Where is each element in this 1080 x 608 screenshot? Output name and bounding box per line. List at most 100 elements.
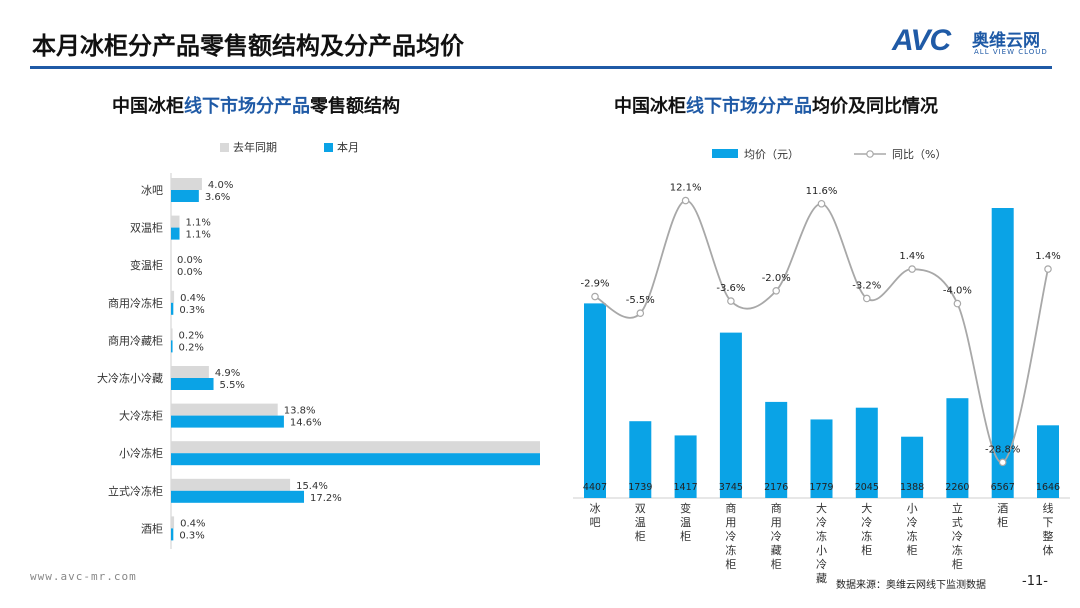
bar-value-label: 4407 [583,482,607,493]
yoy-point [636,309,645,318]
category-label: 线下整体 [1043,501,1054,557]
value-label-this-month: 0.2% [179,342,204,353]
category-label: 大冷冻柜 [861,501,872,557]
bar-value-label: 2260 [945,482,969,493]
yoy-point [727,297,735,305]
bar-avg-price [810,419,833,498]
yoy-value-label: 11.6% [806,186,838,197]
value-label-last-year: 13.8% [284,406,316,417]
bar-value-label: 3745 [719,482,743,493]
bar-this-month [171,190,199,202]
bar-last-year [171,403,278,416]
category-label: 商用冷冻柜 [725,501,736,571]
bar-value-label: 6567 [991,482,1015,493]
left-title-part1: 中国冰柜 [112,96,184,117]
bar-this-month [171,378,214,390]
bar-value-label: 1646 [1036,482,1060,493]
yoy-value-label: -28.8% [985,444,1020,455]
category-label: 小冷冻柜 [907,502,918,557]
category-label: 双温柜 [130,222,163,235]
bar-value-label: 1388 [900,482,924,493]
bar-this-month [171,490,305,503]
page-title: 本月冰柜分产品零售额结构及分产品均价 [32,32,464,60]
value-label-last-year: 0.4% [180,518,205,529]
left-title-part2: 线下市场分产品 [184,96,310,117]
page-number: -11- [1022,574,1048,589]
bar-avg-price [1037,425,1059,498]
bar-value-label: 1739 [628,482,652,493]
legend-label-this-month: 本月 [337,140,359,154]
bar-this-month [171,453,540,466]
value-label-this-month: 0.3% [179,305,204,316]
bar-last-year [171,516,175,529]
yoy-point [817,199,826,208]
legend-label-yoy: 同比（%） [892,148,946,161]
category-label: 变温柜 [130,258,163,272]
bar-last-year [171,328,173,341]
value-label-this-month: 14.6% [290,418,322,429]
value-label-this-month: 0.0% [177,267,202,278]
yoy-value-label: -2.0% [762,273,791,284]
category-label: 大冷冻小冷藏 [97,371,163,385]
category-label: 商用冷藏柜 [108,333,163,347]
yoy-point [862,294,871,303]
legend-swatch-last-year [220,143,229,152]
right-combo-chart: 均价（元） 同比（%） 4407 冰吧 1739 双温柜 1417 变温柜 3745 商用冷冻柜 2… [573,148,1070,585]
header-rule [30,66,1052,69]
yoy-value-label: 12.1% [670,183,702,194]
bar-avg-price [629,421,652,498]
right-chart-title: 中国冰柜线下市场分产品均价及同比情况 [614,92,938,118]
yoy-value-label: 1.4% [1035,251,1060,262]
data-source: 数据来源：奥维云网线下监测数据 [836,580,986,591]
value-label-this-month: 1.1% [186,230,211,241]
right-title-part2: 线下市场分产品 [686,96,812,117]
bar-last-year [171,441,540,454]
bar-avg-price [901,436,924,498]
bar-this-month [171,227,180,240]
bar-this-month [171,528,174,541]
bar-value-label: 1779 [809,482,833,493]
yoy-point [681,196,690,205]
legend-swatch-avg-price [712,149,738,158]
yoy-value-label: 1.4% [899,251,924,262]
category-label: 酒柜 [141,522,163,535]
bar-this-month [171,415,284,428]
bar-avg-price [674,435,697,498]
yoy-value-label: -5.5% [626,295,655,306]
bar-value-label: 2176 [764,482,788,493]
bar-value-label: 1417 [674,482,698,493]
bar-avg-price [946,398,969,498]
yoy-value-label: -3.6% [716,283,745,294]
yoy-point [953,299,962,308]
value-label-last-year: 4.9% [215,368,240,379]
bar-last-year [171,215,180,228]
category-label: 酒柜 [997,502,1008,529]
value-label-this-month: 0.3% [179,530,204,541]
bar-last-year [171,478,291,491]
category-label: 冰吧 [590,502,601,529]
value-label-last-year: 0.0% [177,255,202,266]
yoy-value-label: -3.2% [852,280,881,291]
value-label-last-year: 0.2% [179,330,204,341]
bar-value-label: 2045 [855,482,879,493]
bar-this-month [171,302,174,315]
category-label: 商用冷藏柜 [771,501,782,571]
legend-marker-yoy [866,150,874,158]
bar-last-year [171,366,209,378]
yoy-point [772,287,781,295]
bar-avg-price [765,401,788,498]
avc-logo: AVC 奥维云网 ALL VIEW CLOUD [892,24,1062,64]
category-label: 立式冷冻柜 [108,484,163,498]
category-label: 小冷冻柜 [119,446,163,460]
yoy-point [998,458,1007,467]
right-title-part3: 均价及同比情况 [812,96,938,117]
category-label: 双温柜 [635,502,646,543]
right-title-part1: 中国冰柜 [614,96,686,117]
yoy-line [594,199,1049,464]
legend-swatch-this-month [324,143,333,152]
left-title-part3: 零售额结构 [310,96,400,117]
value-label-this-month: 5.5% [220,380,245,391]
value-label-this-month: 3.6% [205,192,230,203]
yoy-value-label: -2.9% [580,279,609,290]
